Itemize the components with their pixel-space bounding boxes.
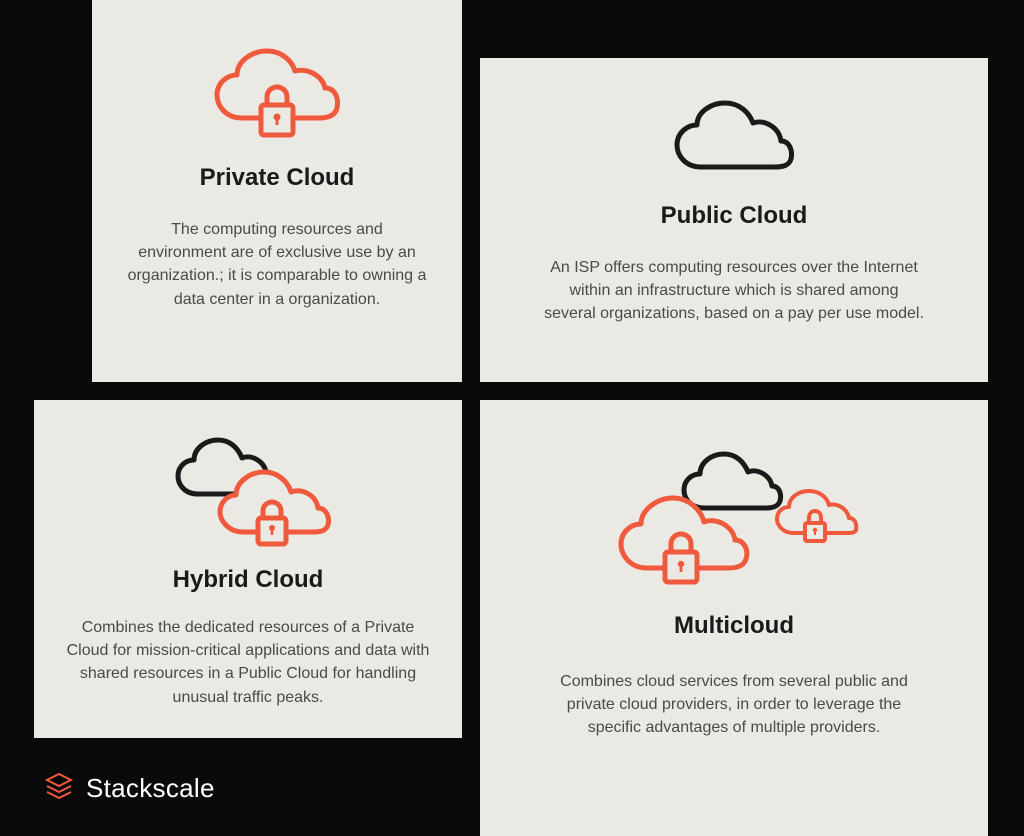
card-title: Hybrid Cloud — [173, 566, 324, 594]
card-title: Private Cloud — [200, 164, 355, 192]
card-title: Public Cloud — [661, 202, 808, 230]
card-private-cloud: Private Cloud The computing resources an… — [92, 0, 462, 382]
card-description: Combines the dedicated resources of a Pr… — [64, 616, 432, 709]
card-multicloud: Multicloud Combines cloud services from … — [480, 400, 988, 836]
card-hybrid-cloud: Hybrid Cloud Combines the dedicated reso… — [34, 400, 462, 738]
card-description: Combines cloud services from several pub… — [544, 670, 924, 740]
brand-name: Stackscale — [86, 773, 215, 804]
cloud-multi-icon — [594, 438, 874, 608]
cloud-lock-icon — [207, 38, 347, 158]
cloud-icon — [669, 92, 799, 192]
brand-logo: Stackscale — [44, 771, 215, 806]
card-description: The computing resources and environment … — [127, 218, 427, 311]
cloud-hybrid-icon — [148, 432, 348, 562]
card-title: Multicloud — [674, 612, 794, 640]
stackscale-logo-icon — [44, 771, 74, 806]
card-public-cloud: Public Cloud An ISP offers computing res… — [480, 58, 988, 382]
card-description: An ISP offers computing resources over t… — [544, 256, 924, 326]
